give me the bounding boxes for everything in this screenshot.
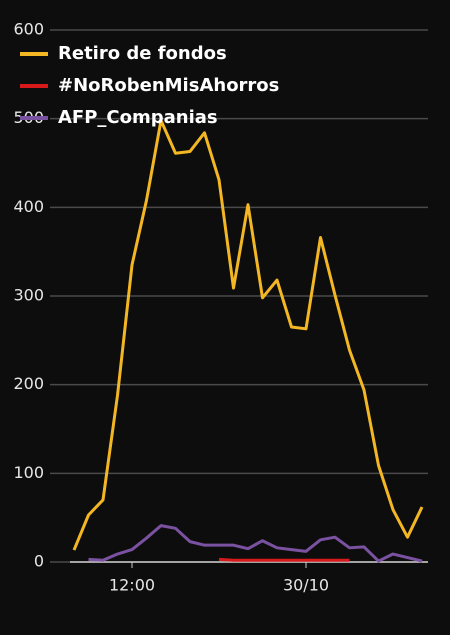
- legend-label: Retiro de fondos: [58, 43, 227, 64]
- y-tick-label: 300: [13, 286, 44, 305]
- legend-label: #NoRobenMisAhorros: [58, 75, 279, 96]
- series-line: [88, 524, 423, 563]
- y-tick-label: 100: [13, 463, 44, 482]
- x-tick-label: 30/10: [283, 576, 329, 595]
- y-tick-label: 200: [13, 374, 44, 393]
- legend-label: AFP_Companias: [58, 107, 218, 128]
- series-line: [72, 118, 424, 551]
- series-line: [218, 557, 350, 562]
- y-tick-label: 0: [34, 552, 44, 571]
- y-tick-label: 600: [13, 20, 44, 39]
- y-tick-label: 400: [13, 197, 44, 216]
- x-tick-label: 12:00: [109, 576, 155, 595]
